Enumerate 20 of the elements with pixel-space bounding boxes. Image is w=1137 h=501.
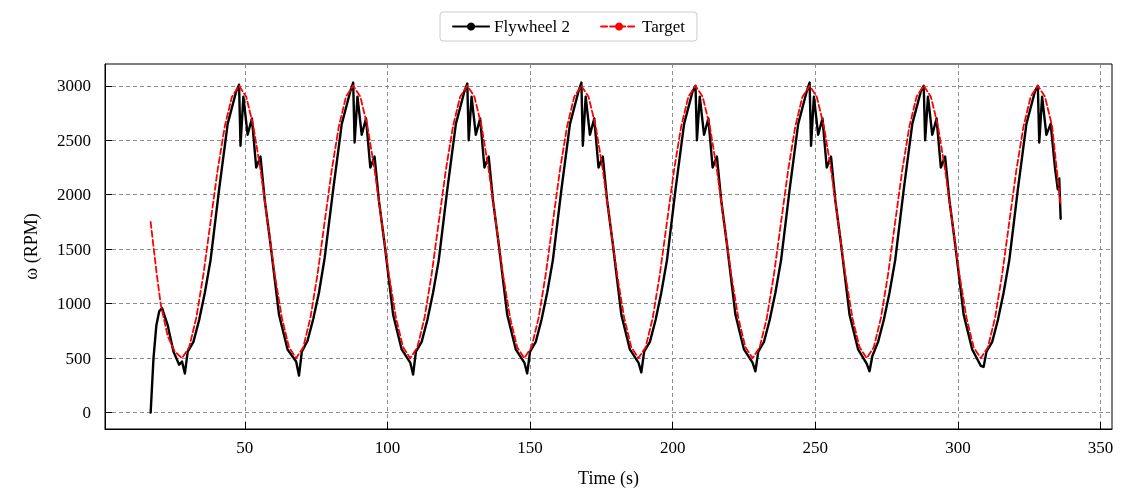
y-axis-title: ω (RPM) [21,213,42,280]
x-tick-label: 300 [945,438,971,457]
y-tick-label: 500 [65,348,91,368]
line-series [149,81,1062,414]
y-tick-label: 3000 [57,76,91,96]
x-tick-label: 100 [374,438,401,457]
line-series [149,84,1062,360]
y-tick-label: 0 [82,403,91,423]
legend-label: Flywheel 2 [494,17,571,36]
y-tick-label: 2000 [57,185,91,205]
x-axis-title: Time (s) [578,468,639,489]
y-tick-label: 1500 [57,239,91,259]
x-tick-label: 150 [517,438,543,457]
y-tick-label: 1000 [57,294,91,314]
x-tick-label: 250 [802,438,829,457]
x-tick-label: 200 [659,438,686,457]
legend-label: Target [642,17,686,36]
x-tick-label: 50 [236,438,254,457]
y-tick-label: 2500 [57,130,91,150]
x-tick-label: 350 [1087,438,1114,457]
